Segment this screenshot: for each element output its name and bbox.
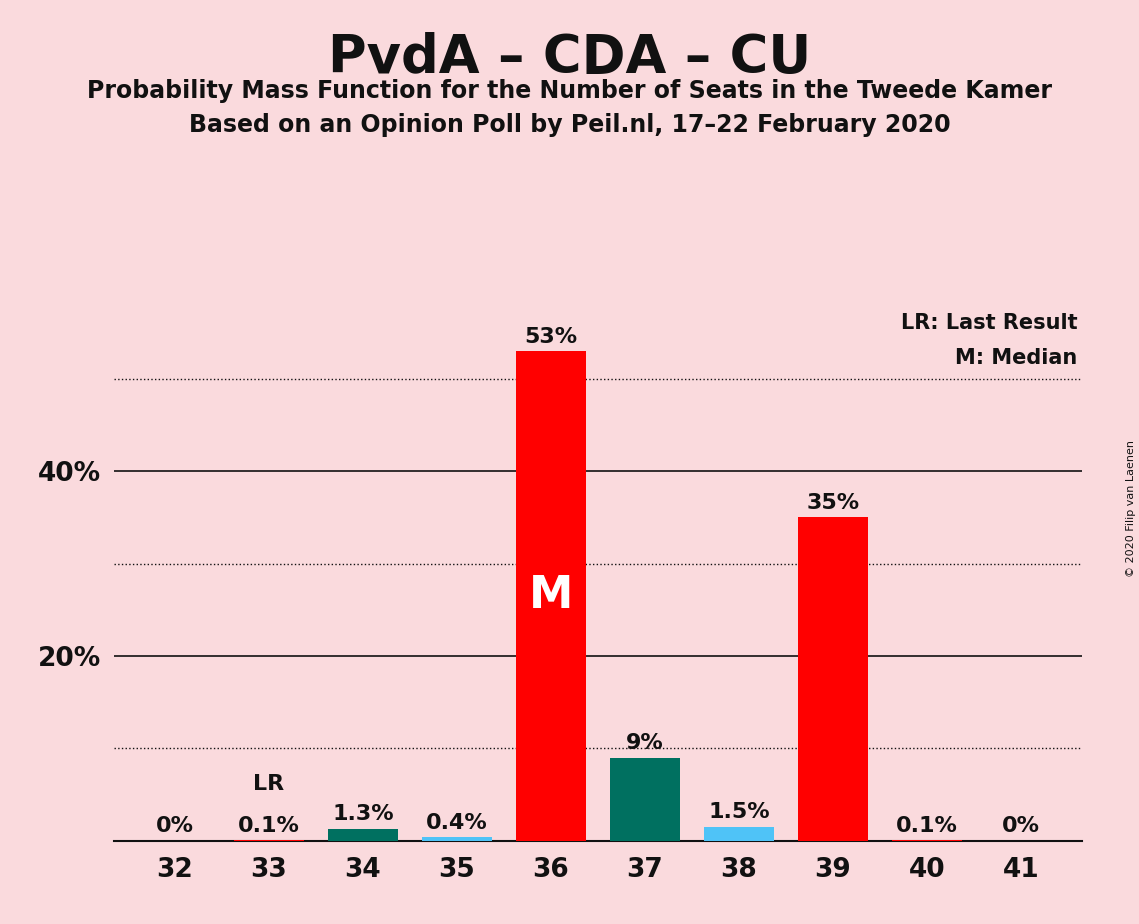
Bar: [233, 840, 304, 841]
Text: 1.5%: 1.5%: [708, 802, 770, 822]
Text: 0%: 0%: [156, 816, 194, 836]
Text: 53%: 53%: [524, 326, 577, 346]
Text: M: Median: M: Median: [954, 347, 1077, 368]
Text: © 2020 Filip van Laenen: © 2020 Filip van Laenen: [1126, 440, 1136, 577]
Bar: [609, 758, 680, 841]
Text: 35%: 35%: [806, 492, 860, 513]
Text: Probability Mass Function for the Number of Seats in the Tweede Kamer: Probability Mass Function for the Number…: [87, 79, 1052, 103]
Text: PvdA – CDA – CU: PvdA – CDA – CU: [328, 32, 811, 84]
Text: 9%: 9%: [626, 733, 664, 753]
Text: M: M: [528, 575, 573, 617]
Text: LR: LR: [254, 773, 285, 794]
Bar: [704, 827, 775, 841]
Text: Based on an Opinion Poll by Peil.nl, 17–22 February 2020: Based on an Opinion Poll by Peil.nl, 17–…: [189, 113, 950, 137]
Bar: [516, 351, 587, 841]
Bar: [797, 517, 868, 841]
Text: 0.1%: 0.1%: [896, 816, 958, 836]
Bar: [328, 829, 399, 841]
Text: 0.1%: 0.1%: [238, 816, 300, 836]
Text: LR: Last Result: LR: Last Result: [901, 313, 1077, 333]
Text: 0.4%: 0.4%: [426, 812, 487, 833]
Text: 0%: 0%: [1002, 816, 1040, 836]
Bar: [892, 840, 962, 841]
Bar: [421, 837, 492, 841]
Text: 1.3%: 1.3%: [333, 804, 394, 824]
